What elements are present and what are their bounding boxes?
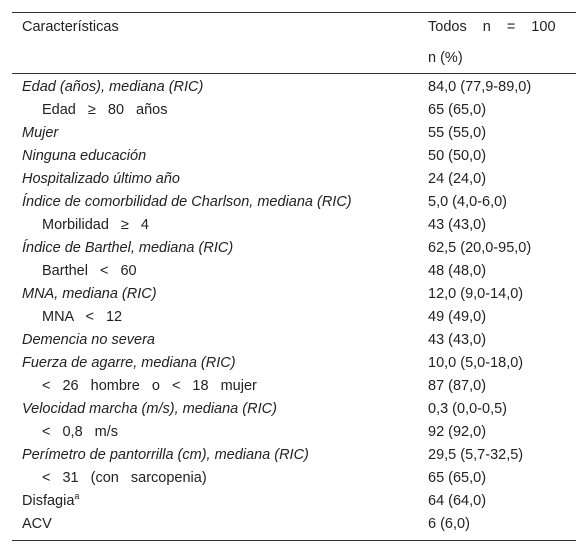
row-label: Velocidad marcha (m/s), mediana (RIC) bbox=[22, 398, 277, 421]
label-text: < 26 hombre o < 18 mujer bbox=[42, 378, 257, 394]
row-value: 43 (43,0) bbox=[428, 217, 487, 233]
label-text: Disfagia bbox=[22, 493, 75, 509]
row-value: 24 (24,0) bbox=[428, 171, 487, 187]
label-text: < 31 (con sarcopenia) bbox=[42, 470, 207, 486]
label-text: Mujer bbox=[22, 125, 59, 141]
label-text: ACV bbox=[22, 516, 52, 532]
label-text: Velocidad marcha (m/s), mediana (RIC) bbox=[22, 401, 277, 417]
row-value: 92 (92,0) bbox=[428, 424, 487, 440]
row-label: Mujer bbox=[22, 122, 58, 145]
row-value: 55 (55,0) bbox=[428, 125, 487, 141]
row-value: 0,3 (0,0-0,5) bbox=[428, 401, 507, 417]
row-label: MNA < 12 bbox=[42, 306, 122, 329]
row-label: Ninguna educación bbox=[22, 145, 146, 168]
row-value: 5,0 (4,0-6,0) bbox=[428, 194, 507, 210]
label-text: Ninguna educación bbox=[22, 148, 147, 164]
row-label: Edad ≥ 80 años bbox=[42, 99, 167, 122]
row-value: 50 (50,0) bbox=[428, 148, 487, 164]
row-label: Índice de comorbilidad de Charlson, medi… bbox=[22, 191, 352, 214]
row-label: Morbilidad ≥ 4 bbox=[42, 214, 149, 237]
row-value: 48 (48,0) bbox=[428, 263, 487, 279]
row-label: < 0,8 m/s bbox=[42, 421, 118, 444]
label-text: < 0,8 m/s bbox=[42, 424, 119, 440]
label-text: Barthel < 60 bbox=[42, 263, 137, 279]
label-text: Fuerza de agarre, mediana (RIC) bbox=[22, 355, 236, 371]
bottom-rule bbox=[12, 540, 576, 541]
row-label: Edad (años), mediana (RIC) bbox=[22, 76, 203, 99]
row-label: Disfagiaa bbox=[22, 490, 79, 513]
label-text: Índice de comorbilidad de Charlson, medi… bbox=[22, 194, 352, 210]
label-text: Demencia no severa bbox=[22, 332, 155, 348]
row-label: Hospitalizado último año bbox=[22, 168, 180, 191]
header-rule bbox=[12, 73, 576, 74]
row-label: Fuerza de agarre, mediana (RIC) bbox=[22, 352, 236, 375]
row-value: 65 (65,0) bbox=[428, 102, 487, 118]
row-label: Demencia no severa bbox=[22, 329, 155, 352]
header-cell: n (%) bbox=[428, 50, 463, 66]
row-label: Índice de Barthel, mediana (RIC) bbox=[22, 237, 233, 260]
label-text: Edad ≥ 80 años bbox=[42, 102, 168, 118]
label-text: Hospitalizado último año bbox=[22, 171, 180, 187]
header-cell: Características bbox=[22, 19, 119, 35]
row-value: 43 (43,0) bbox=[428, 332, 487, 348]
footnote-mark: a bbox=[74, 491, 80, 501]
top-rule bbox=[12, 12, 576, 13]
label-text: Índice de Barthel, mediana (RIC) bbox=[22, 240, 234, 256]
row-value: 6 (6,0) bbox=[428, 516, 470, 532]
row-value: 29,5 (5,7-32,5) bbox=[428, 447, 524, 463]
row-value: 84,0 (77,9-89,0) bbox=[428, 79, 532, 95]
row-value: 87 (87,0) bbox=[428, 378, 487, 394]
row-value: 10,0 (5,0-18,0) bbox=[428, 355, 524, 371]
row-value: 12,0 (9,0-14,0) bbox=[428, 286, 524, 302]
row-label: Barthel < 60 bbox=[42, 260, 137, 283]
label-text: MNA, mediana (RIC) bbox=[22, 286, 157, 302]
row-label: ACV bbox=[22, 513, 52, 536]
row-label: < 31 (con sarcopenia) bbox=[42, 467, 207, 490]
label-text: Perímetro de pantorrilla (cm), mediana (… bbox=[22, 447, 309, 463]
label-text: MNA < 12 bbox=[42, 309, 123, 325]
label-text: Morbilidad ≥ 4 bbox=[42, 217, 149, 233]
row-label: < 26 hombre o < 18 mujer bbox=[42, 375, 257, 398]
row-value: 65 (65,0) bbox=[428, 470, 487, 486]
label-text: Edad (años), mediana (RIC) bbox=[22, 79, 204, 95]
row-label: Perímetro de pantorrilla (cm), mediana (… bbox=[22, 444, 309, 467]
row-label: MNA, mediana (RIC) bbox=[22, 283, 157, 306]
header-cell: Todos n = 100 bbox=[428, 19, 556, 35]
row-value: 64 (64,0) bbox=[428, 493, 487, 509]
row-value: 62,5 (20,0-95,0) bbox=[428, 240, 532, 256]
row-value: 49 (49,0) bbox=[428, 309, 487, 325]
